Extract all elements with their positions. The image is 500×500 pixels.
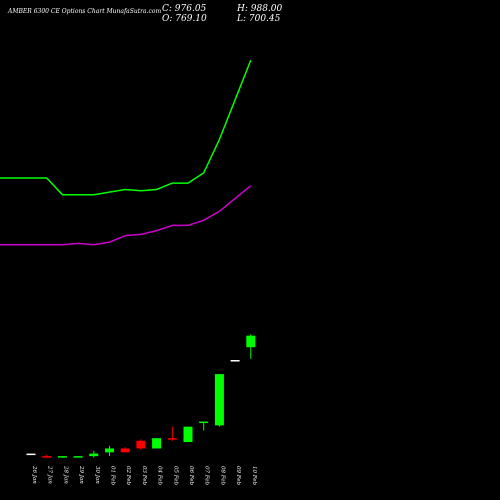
close-value: C: 976.05 bbox=[162, 4, 207, 14]
candle-body bbox=[57, 456, 67, 458]
candle bbox=[105, 445, 114, 457]
moving-average-line-2 bbox=[0, 185, 252, 246]
candle bbox=[136, 439, 146, 450]
candle-body bbox=[246, 335, 256, 348]
candle-body bbox=[42, 456, 52, 458]
x-tick-label: 09 Feb bbox=[235, 466, 241, 486]
candle-body bbox=[230, 360, 240, 362]
x-tick-label: 29 Jan bbox=[78, 465, 84, 484]
x-tick-label: 26 Jan bbox=[31, 465, 37, 484]
x-tick-label: 10 Feb bbox=[251, 466, 257, 486]
moving-average-lines bbox=[0, 59, 252, 246]
x-tick-label: 03 Feb bbox=[141, 466, 147, 486]
candle bbox=[183, 426, 193, 443]
candle-body bbox=[26, 453, 36, 456]
candle-body bbox=[89, 453, 99, 457]
candle bbox=[73, 456, 83, 458]
candle bbox=[152, 438, 162, 449]
candle bbox=[89, 451, 99, 458]
candlestick-series bbox=[26, 334, 256, 458]
x-tick-label: 06 Feb bbox=[188, 466, 194, 486]
candle bbox=[57, 456, 67, 458]
candle bbox=[199, 421, 209, 431]
moving-average-line-1 bbox=[0, 59, 252, 196]
candle bbox=[42, 454, 52, 458]
candle-body bbox=[73, 456, 83, 458]
x-tick-label: 28 Jan bbox=[62, 465, 68, 484]
x-tick-label: 30 Jan bbox=[94, 466, 100, 484]
open-value: O: 769.10 bbox=[162, 14, 207, 24]
chart-title: AMBER 6300 CE Options Chart MunafaSutra.… bbox=[8, 8, 162, 15]
candle bbox=[26, 453, 36, 456]
x-tick-label: 04 Feb bbox=[157, 466, 163, 486]
candle-body bbox=[105, 448, 114, 453]
candle-body bbox=[136, 440, 146, 449]
x-tick-label: 27 Jan bbox=[47, 465, 53, 484]
low-value: L: 700.45 bbox=[237, 14, 281, 24]
candle-body bbox=[120, 448, 130, 453]
candle-body bbox=[199, 421, 209, 424]
candle bbox=[167, 426, 177, 441]
candle bbox=[120, 447, 130, 453]
candle-body bbox=[167, 438, 177, 440]
x-tick-label: 01 Feb bbox=[110, 466, 116, 486]
x-tick-label: 07 Feb bbox=[204, 466, 210, 486]
candle-body bbox=[214, 374, 224, 426]
high-value: H: 988.00 bbox=[237, 4, 283, 14]
candle bbox=[214, 374, 224, 427]
x-tick-label: 08 Feb bbox=[219, 466, 225, 486]
candle-body bbox=[152, 438, 162, 449]
candle bbox=[246, 334, 256, 359]
x-axis-tick-labels: 26 Jan 27 Jan 28 Jan 29 Jan 30 Jan 01 Feb 02 F… bbox=[31, 465, 257, 486]
x-tick-label: 05 Feb bbox=[172, 466, 178, 486]
candle bbox=[230, 360, 240, 362]
candle-body bbox=[183, 426, 193, 443]
x-tick-label: 02 Feb bbox=[125, 466, 131, 486]
